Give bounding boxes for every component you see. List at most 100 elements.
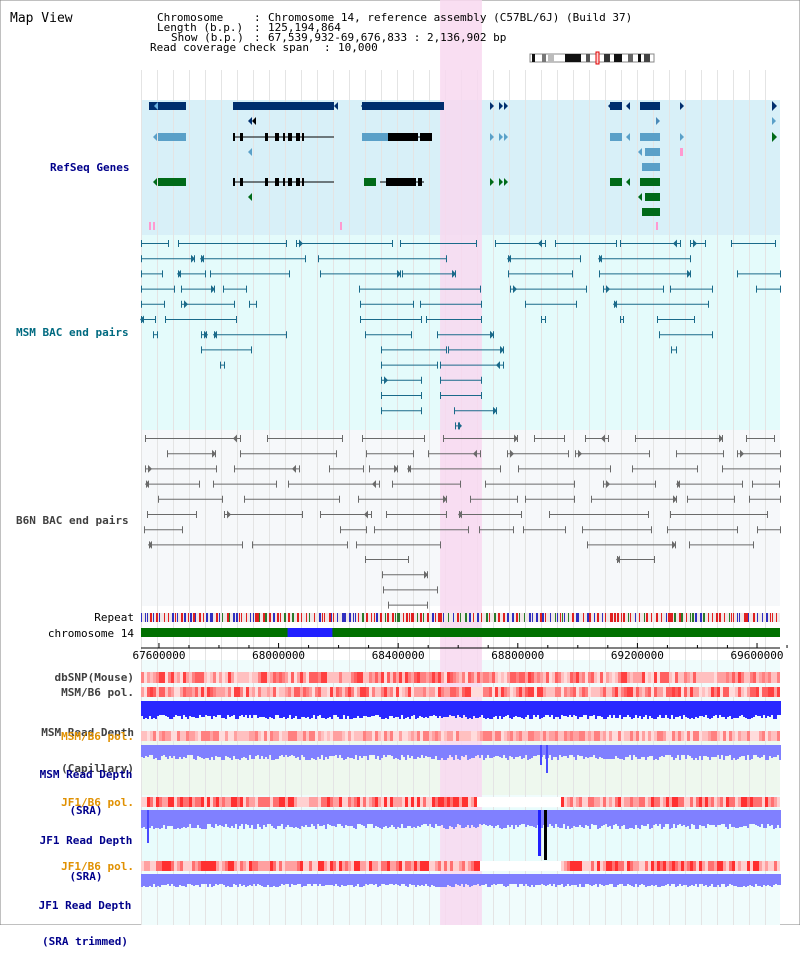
selected-region-highlight bbox=[440, 0, 482, 925]
track-label-jf1-b6-pol-trimmed[interactable]: JF1/B6 pol. bbox=[61, 860, 134, 873]
b6n-bac-pair-pair bbox=[676, 450, 724, 458]
msm-bac-pair-pair bbox=[448, 345, 504, 354]
track-label-dbsnp[interactable]: dbSNP(Mouse) bbox=[54, 671, 134, 684]
msm-bac-pair-pair bbox=[756, 285, 781, 293]
msm-bac-pair-pair bbox=[141, 285, 175, 293]
depth-spike bbox=[546, 745, 548, 773]
msm-bac-pair-pair bbox=[249, 300, 257, 308]
track-label-msm-b6-pol-sra[interactable]: MSM/B6 pol. bbox=[61, 730, 134, 743]
msm-bac-pair-pair bbox=[440, 361, 504, 370]
track-label-repeat[interactable]: Repeat bbox=[94, 611, 134, 624]
jf1-depth-sra-track bbox=[141, 810, 781, 860]
refseq-gene bbox=[364, 178, 376, 186]
b6n-bac-pair-pair bbox=[329, 465, 364, 473]
track-label-chromosome[interactable]: chromosome 14 bbox=[47, 627, 134, 640]
track-label-refseq[interactable]: RefSeq Genes bbox=[50, 161, 130, 174]
msm-bac-pair-pair bbox=[507, 254, 581, 263]
track-label-jf1-b6-pol[interactable]: JF1/B6 pol. bbox=[61, 796, 134, 809]
refseq-gene-arrow bbox=[680, 102, 684, 110]
msm-bac-pair-pair bbox=[620, 316, 624, 323]
refseq-gene bbox=[233, 133, 334, 141]
show-value: 67,539,932-69,676,833 : 2,136,902 bp bbox=[268, 31, 507, 44]
b6n-bac-pair-pair bbox=[369, 464, 398, 473]
refseq-marker bbox=[149, 222, 151, 230]
b6n-bac-pair-pair bbox=[667, 526, 738, 534]
msm-bac-pair-pair bbox=[141, 270, 163, 278]
b6n-bac-pair-pair bbox=[365, 556, 409, 563]
refseq-gene-arrow bbox=[490, 178, 494, 186]
b6n-bac-pair-pair bbox=[575, 449, 650, 458]
b6n-bac-pair-pair bbox=[689, 541, 754, 549]
refseq-gene-arrow bbox=[248, 148, 252, 156]
msm-bac-pair-pair bbox=[400, 240, 477, 247]
b6n-bac-pair-pair bbox=[224, 510, 303, 519]
track-label-msm-b6-pol[interactable]: MSM/B6 pol. bbox=[61, 686, 134, 699]
axis-tick-label: 68400000 bbox=[372, 649, 425, 662]
msm-bac-pair-pair bbox=[153, 331, 158, 339]
msm-bac-pair-pair bbox=[360, 316, 422, 323]
msm-bac-pair-pair bbox=[508, 270, 573, 278]
b6n-bac-pair-pair bbox=[507, 449, 569, 458]
length-value: 125,194,864 bbox=[268, 21, 341, 34]
b6n-bac-pair-pair bbox=[386, 511, 447, 518]
b6n-bac-pair-group bbox=[365, 555, 655, 609]
msm-bac-pair-pair bbox=[454, 406, 497, 415]
refseq-gene-arrow bbox=[638, 193, 642, 201]
refseq-gene bbox=[640, 102, 660, 110]
msm-bac-pair-pair bbox=[381, 392, 422, 399]
b6n-bac-pair-pair bbox=[603, 480, 656, 489]
b6n-bac-pair-pair bbox=[213, 480, 277, 488]
track-label-msm-depth-sra[interactable]: MSM Read Depth (SRA) bbox=[39, 768, 133, 817]
msm-bac-pair-pair bbox=[201, 330, 208, 339]
b6n-bac-pair-pair bbox=[240, 450, 337, 458]
dbsnp-heat-track bbox=[141, 672, 780, 683]
b6n-bac-pair-pair bbox=[428, 449, 481, 458]
axis-tick-label: 68800000 bbox=[491, 649, 544, 662]
refseq-gene-arrow bbox=[772, 117, 776, 125]
genome-map-canvas: 67600000 68000000 68400000 68800000 69200000… bbox=[0, 0, 800, 925]
b6n-bac-pair-pair bbox=[167, 449, 216, 458]
b6n-bac-pair-pair bbox=[443, 434, 518, 443]
track-label-msm-bac[interactable]: MSM BAC end pairs bbox=[16, 326, 129, 339]
b6n-bac-pair-pair bbox=[757, 526, 781, 534]
length-label: Length (b.p.) bbox=[157, 21, 244, 34]
b6n-bac-pair-pair bbox=[518, 465, 611, 473]
refseq-gene-arrow bbox=[504, 102, 508, 110]
b6n-bac-pair-pair bbox=[737, 449, 781, 458]
msm-depth-capillary-track bbox=[141, 701, 781, 719]
chromosome-ideogram bbox=[529, 51, 655, 65]
b6n-bac-pair-pair bbox=[746, 435, 775, 442]
axis-tick-label: 69600000 bbox=[731, 649, 784, 662]
msm-bac-pair-pair bbox=[620, 239, 681, 248]
b6n-bac-pair-pair bbox=[252, 541, 348, 549]
msm-bac-pair-pair bbox=[140, 315, 156, 324]
track-label-jf1-depth[interactable]: JF1 Read Depth (SRA) bbox=[39, 834, 133, 883]
track-label-b6n-bac[interactable]: B6N BAC end pairs bbox=[16, 514, 129, 527]
refseq-gene bbox=[642, 163, 660, 171]
chromosome-label: Chromosome bbox=[157, 11, 224, 24]
msm-bac-pair-pair bbox=[360, 300, 414, 308]
b6n-bac-pair-pair bbox=[267, 435, 343, 442]
b6n-bac-pair-pair bbox=[591, 495, 677, 504]
b6n-bac-pair-pair bbox=[632, 465, 698, 473]
b6n-bac-pair-group bbox=[144, 434, 781, 549]
b6n-bac-pair-pair bbox=[340, 526, 367, 534]
refseq-gene-arrow bbox=[638, 148, 642, 156]
refseq-gene bbox=[610, 133, 622, 141]
ideogram-position-marker bbox=[595, 51, 600, 65]
track-label-jf1-depth-trimmed[interactable]: JF1 Read Depth (SRA trimmed) bbox=[38, 899, 132, 948]
b6n-bac-pair-pair bbox=[676, 480, 743, 489]
show-label: Show (b.p.) bbox=[171, 31, 244, 44]
msm-bac-pair-pair bbox=[381, 407, 422, 415]
refseq-gene bbox=[640, 133, 660, 141]
b6n-bac-pair-pair bbox=[320, 510, 372, 519]
refseq-gene-arrow bbox=[490, 133, 494, 141]
track-label-msm-depth-capillary[interactable]: MSM Read Depth (Capillary) bbox=[41, 726, 134, 775]
msm-bac-pair-pair bbox=[420, 300, 482, 308]
refseq-marker bbox=[153, 222, 155, 230]
msm-bac-pair-pair bbox=[165, 316, 237, 323]
refseq-gene bbox=[158, 133, 186, 141]
jf1-b6-pol-heat-track bbox=[141, 797, 780, 807]
repeat-track bbox=[141, 613, 780, 622]
msm-bac-pair-pair bbox=[141, 254, 195, 263]
